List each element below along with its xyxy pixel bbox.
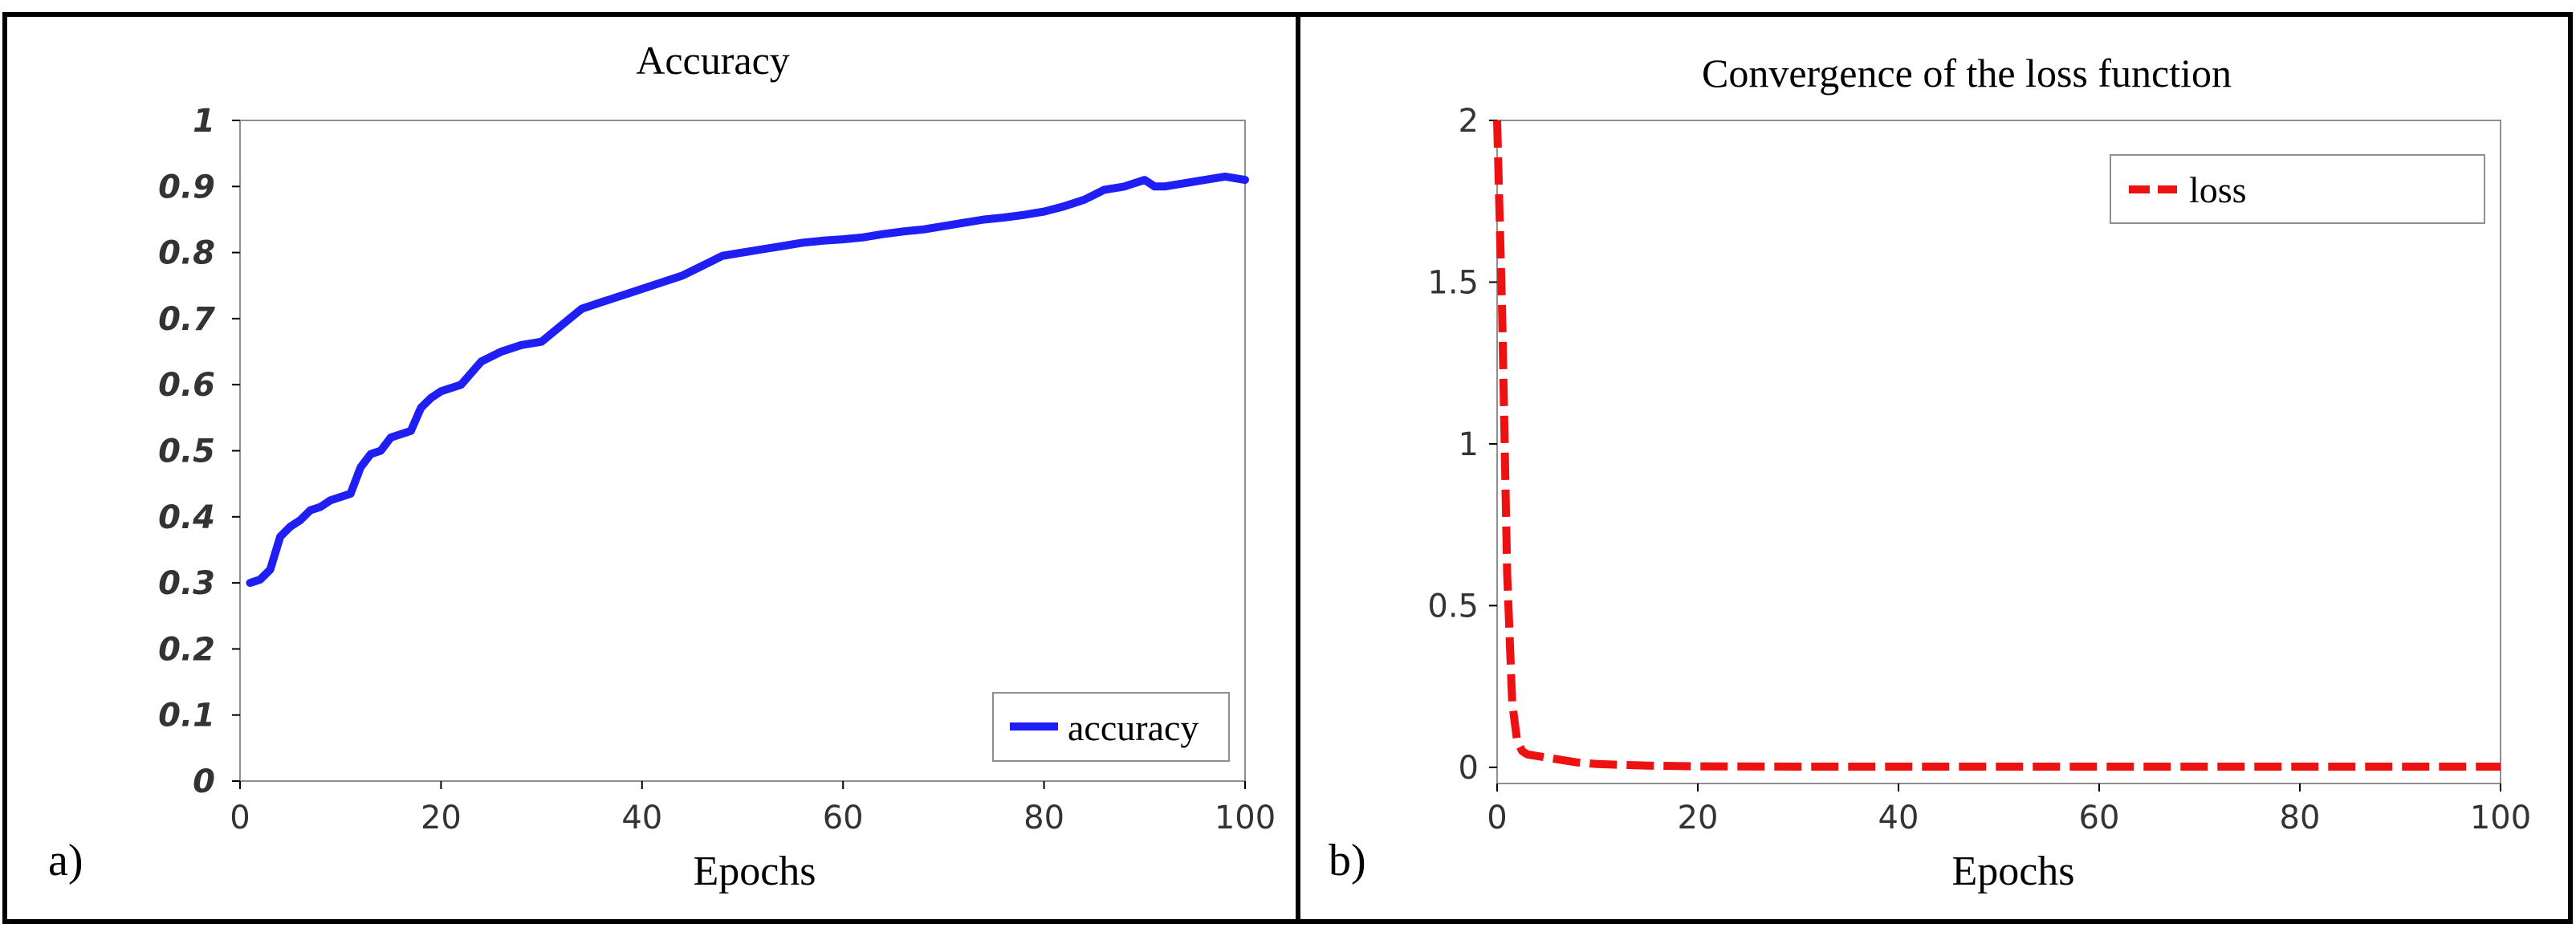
y-tick-label: 0.5: [158, 433, 215, 470]
x-tick-label: 80: [2280, 800, 2321, 836]
x-tick-label: 20: [1678, 800, 1719, 836]
axis-ticks: [232, 120, 1246, 789]
x-tick-label: 0: [230, 800, 250, 836]
y-tick-label: 0: [1459, 750, 1479, 787]
x-axis-tick-labels: 0 20 40 60 80 100: [1487, 800, 2531, 836]
y-tick-label: 0.8: [158, 235, 215, 272]
x-tick-label: 100: [2470, 800, 2531, 836]
figure-frame: [2, 12, 2573, 924]
x-tick-label: 0: [1487, 800, 1507, 836]
x-axis-label: Epochs: [1951, 849, 2074, 894]
x-tick-label: 60: [2079, 800, 2120, 836]
x-tick-label: 40: [1878, 800, 1919, 836]
legend: loss: [2110, 154, 2485, 224]
panel-label: a): [48, 836, 83, 885]
y-tick-label: 0: [193, 763, 215, 800]
chart-title: Convergence of the loss function: [1702, 51, 2232, 96]
x-tick-label: 80: [1023, 800, 1064, 836]
y-tick-label: 0.4: [158, 499, 215, 536]
y-axis-tick-labels: 0 0.1 0.2 0.3 0.4 0.5 0.6 0.7 0.8 0.9 1: [158, 103, 215, 800]
y-tick-label: 0.3: [158, 565, 215, 602]
x-tick-label: 100: [1215, 800, 1276, 836]
legend-label-accuracy: accuracy: [1068, 707, 1198, 748]
y-tick-label: 0.2: [158, 631, 215, 668]
y-tick-label: 0.9: [158, 169, 215, 206]
chart-title: Accuracy: [636, 38, 790, 83]
legend-label-loss: loss: [2189, 169, 2247, 210]
y-tick-label: 0.7: [158, 301, 215, 338]
panel-a-accuracy-chart: Accuracy 0 0.1 0.2 0.3 0.4 0.5 0.6 0.7 0.8 0.9 1 0…: [48, 38, 1276, 894]
x-tick-label: 20: [421, 800, 462, 836]
accuracy-series-line: [246, 173, 1249, 588]
y-tick-label: 0.5: [1427, 588, 1479, 625]
x-tick-label: 60: [823, 800, 864, 836]
y-tick-label: 1: [1459, 426, 1479, 463]
legend-box: [992, 692, 1230, 762]
y-tick-label: 0.6: [158, 367, 215, 404]
plot-area: [1496, 120, 2501, 784]
y-tick-label: 1.5: [1427, 264, 1479, 301]
x-axis-tick-labels: 0 20 40 60 80 100: [230, 800, 1276, 836]
panel-b-loss-chart: Convergence of the loss function 0 0.5 1 1.…: [1329, 51, 2531, 894]
plot-area: [239, 120, 1246, 782]
x-axis-label: Epochs: [693, 849, 816, 894]
loss-series-line: [1493, 120, 2501, 771]
legend: accuracy: [992, 692, 1230, 762]
axis-ticks: [1489, 120, 2501, 792]
y-tick-label: 2: [1459, 103, 1479, 140]
y-tick-label: 1: [193, 103, 215, 140]
x-tick-label: 40: [621, 800, 662, 836]
y-axis-tick-labels: 0 0.5 1 1.5 2: [1427, 103, 1479, 787]
panel-label: b): [1329, 836, 1366, 885]
y-tick-label: 0.1: [158, 698, 215, 735]
